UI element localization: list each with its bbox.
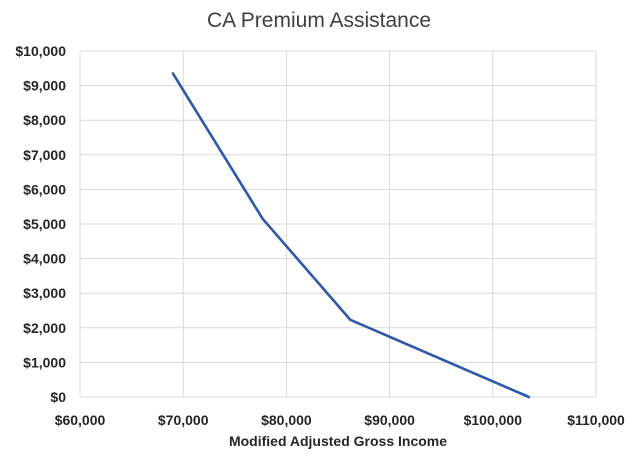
y-tick-label: $4,000 xyxy=(23,251,66,267)
gridlines xyxy=(79,50,597,398)
y-tick-label: $5,000 xyxy=(23,216,66,232)
y-tick-label: $7,000 xyxy=(23,147,66,163)
y-axis-ticks: $0 $1,000 $2,000 $3,000 $4,000 $5,000 $6,000 $7… xyxy=(15,43,66,405)
series-line xyxy=(171,72,531,399)
y-tick-label: $3,000 xyxy=(23,285,66,301)
y-tick-label: $0 xyxy=(50,389,66,405)
y-tick-label: $1,000 xyxy=(23,354,66,370)
series-lines xyxy=(171,72,531,399)
x-axis-ticks: $60,000 $70,000 $80,000 $90,000 $100,000 $110… xyxy=(55,412,625,428)
chart-title: CA Premium Assistance xyxy=(207,9,431,32)
y-tick-label: $10,000 xyxy=(15,43,66,59)
y-tick-label: $9,000 xyxy=(23,78,66,94)
y-tick-label: $2,000 xyxy=(23,320,66,336)
x-axis-label: Modified Adjusted Gross Income xyxy=(229,433,447,449)
y-tick-label: $6,000 xyxy=(23,181,66,197)
x-tick-label: $90,000 xyxy=(364,412,415,428)
x-tick-label: $110,000 xyxy=(567,412,625,428)
x-tick-label: $70,000 xyxy=(158,412,209,428)
x-tick-label: $60,000 xyxy=(55,412,106,428)
x-tick-label: $100,000 xyxy=(464,412,523,428)
x-tick-label: $80,000 xyxy=(261,412,312,428)
y-tick-label: $8,000 xyxy=(23,112,66,128)
